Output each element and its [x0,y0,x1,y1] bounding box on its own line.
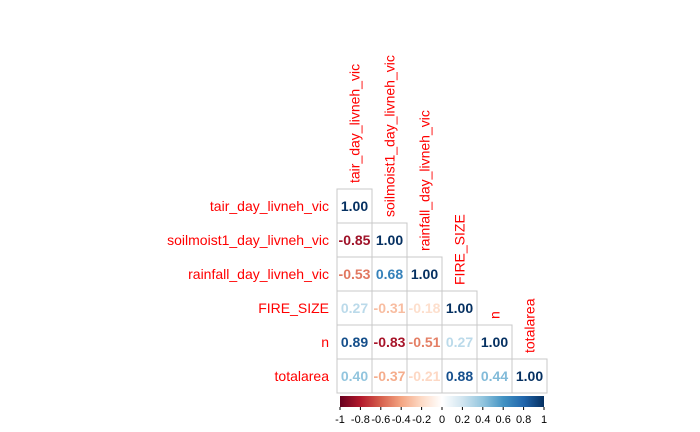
heatmap-cell [441,324,478,360]
column-label-n: n [487,311,503,319]
cell-value-label: 0.88 [446,368,473,384]
cell-value-label: 0.89 [341,334,368,350]
heatmap-cells: 1.00 -0.85 1.00 -0.53 0.68 1.00 0.27 -0.31 -0.18… [336,188,548,394]
column-label-soilmoist1-day-livneh-vic: soilmoist1_day_livneh_vic [382,55,398,217]
cell-value-label: -0.83 [374,334,406,350]
heatmap-cell [441,358,478,394]
column-label-rainfall-day-livneh-vic: rainfall_day_livneh_vic [417,110,433,251]
heatmap-cell [406,358,443,394]
colorbar-tick-label: 0.6 [496,414,511,426]
heatmap-cell [336,256,373,292]
row-labels: tair_day_livneh_vic soilmoist1_day_livneh… [167,198,329,384]
colorbar-ticks: -1 -0.8 -0.6 -0.4 -0.2 0 0.2 0.4 0.6 0.8 1 [335,407,547,426]
row-label-soilmoist1-day-livneh-vic: soilmoist1_day_livneh_vic [167,232,329,248]
cell-value-label: 0.40 [341,368,368,384]
heatmap-cell [371,358,408,394]
column-label-tair-day-livneh-vic: tair_day_livneh_vic [347,64,363,183]
cell-value-label: 1.00 [481,334,508,350]
cell-value-label: 1.00 [411,266,438,282]
heatmap-cell [511,358,548,394]
cell-value-label: 0.44 [481,368,508,384]
colorbar-tick-label: 0.8 [516,414,531,426]
colorbar-tick-label: -0.8 [351,414,370,426]
cell-value-label: -0.37 [374,368,406,384]
heatmap-cell [336,358,373,394]
colorbar-tick-label: 0.2 [455,414,470,426]
cell-value-label: -0.31 [374,300,406,316]
colorbar-tick-label: 0 [439,414,445,426]
row-label-rainfall-day-livneh-vic: rainfall_day_livneh_vic [188,266,329,282]
column-label-fire-size: FIRE_SIZE [452,214,468,285]
colorbar-tick-label: -1 [335,414,345,426]
colorbar: -1 -0.8 -0.6 -0.4 -0.2 0 0.2 0.4 0.6 0.8 1 [335,396,547,426]
colorbar-tick-label: -0.2 [412,414,431,426]
row-label-n: n [321,334,329,350]
colorbar-tick-label: -0.6 [371,414,390,426]
column-labels: tair_day_livneh_vic soilmoist1_day_livneh… [347,55,538,353]
cell-value-label: 0.27 [341,300,368,316]
heatmap-cell [371,290,408,326]
heatmap-cell [371,324,408,360]
colorbar-tick-label: -0.4 [392,414,411,426]
cell-value-label: 0.68 [376,266,403,282]
column-label-totalarea: totalarea [522,298,538,353]
colorbar-gradient [340,396,544,407]
heatmap-cell [476,358,513,394]
cell-value-label: -0.51 [409,334,441,350]
colorbar-tick-label: 0.4 [475,414,490,426]
cell-value-label: 1.00 [341,198,368,214]
heatmap-cell [441,290,478,326]
cell-value-label: -0.85 [339,232,371,248]
cell-value-label: 1.00 [376,232,403,248]
colorbar-tick-label: 1 [541,414,547,426]
cell-value-label: 1.00 [446,300,473,316]
row-label-fire-size: FIRE_SIZE [258,300,329,316]
heatmap-cell [406,256,443,292]
cell-value-label: -0.53 [339,266,371,282]
row-label-totalarea: totalarea [275,368,330,384]
cell-value-label: -0.18 [409,300,441,316]
cell-value-label: 0.27 [446,334,473,350]
cell-value-label: -0.21 [409,368,441,384]
row-label-tair-day-livneh-vic: tair_day_livneh_vic [210,198,329,214]
heatmap-cell [476,324,513,360]
cell-value-label: 1.00 [516,368,543,384]
